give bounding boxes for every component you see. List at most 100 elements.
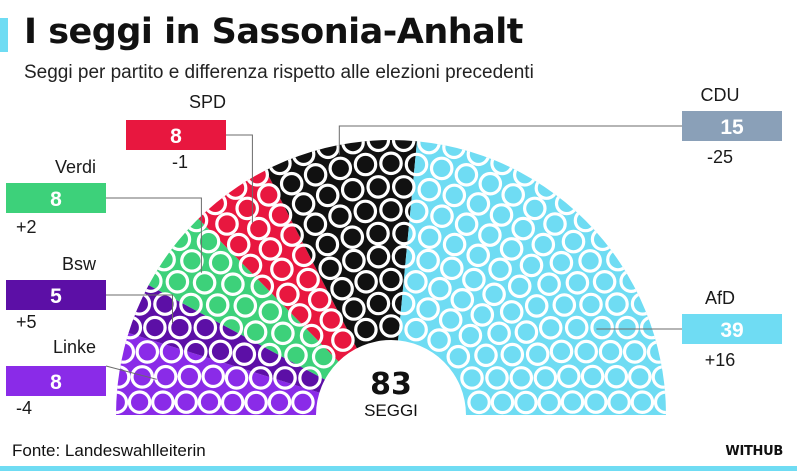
seat-dot-pattern [258,300,283,324]
seat-dot-pattern [442,232,467,257]
seat-dot-pattern [590,315,614,340]
seat-dot-pattern [519,253,544,278]
seat-dot-pattern [159,339,184,364]
seat-dot-pattern [538,315,563,340]
seat-dot-pattern [250,274,275,299]
seat-dot-pattern [328,156,353,181]
seat-dot-pattern [303,212,328,236]
seat-dot-pattern [165,269,190,294]
seat-dot-pattern [311,344,336,369]
chart-subtitle: Seggi per partito e differenza rispetto … [24,62,534,83]
seat-dot-pattern [525,342,550,366]
seat-dot-pattern [478,223,502,247]
seat-dot-pattern [180,249,204,273]
seat-dot-pattern [428,276,452,301]
seat-dot-pattern [509,366,534,390]
seat-dot-pattern [466,192,491,216]
seat-dot-pattern [298,366,322,390]
seat-dot-pattern [192,270,217,295]
seat-dot-pattern [392,221,416,246]
seat-dot-pattern [205,293,230,317]
seat-diff-afd: +16 [705,350,736,370]
seat-dot-pattern [574,339,598,364]
seat-dot-pattern [500,342,525,367]
seat-diff-verdi: +2 [16,217,37,237]
seat-dot-pattern [592,269,617,294]
seat-dot-pattern [499,237,524,261]
seat-dot-pattern [135,340,160,364]
seat-diff-cdu: -25 [707,147,733,167]
seat-count-box-cdu [682,111,782,141]
seat-dot-pattern [450,287,475,312]
seat-dot-pattern [514,390,538,415]
seat-dot-pattern [256,183,281,207]
seat-dot-pattern [296,267,320,292]
seat-dot-pattern [511,216,535,241]
seat-dot-pattern [404,152,429,177]
seat-dot-pattern [482,282,506,307]
seat-dot-pattern [489,203,514,227]
seat-dot-pattern [340,177,365,202]
seat-dot-pattern [507,274,532,299]
seat-dot-pattern [438,308,463,332]
seat-dot-pattern [366,175,390,199]
seat-count-box-linke [6,366,106,396]
seat-dot-pattern [416,297,440,321]
seat-dot-pattern [243,320,268,344]
seat-dot-pattern [531,232,556,257]
seat-count-linke: 8 [50,371,62,394]
seat-dot-pattern [342,248,366,273]
seat-dot-pattern [391,291,416,316]
seat-dot-pattern [379,267,403,292]
seat-dot-pattern [153,292,177,316]
seat-dot-pattern [232,342,257,366]
seat-count-verdi: 8 [50,188,62,211]
seat-dot-pattern [462,267,486,292]
seat-dot-pattern [561,229,586,254]
seat-dot-pattern [467,390,491,415]
seat-dot-pattern [224,366,249,390]
seat-dot-pattern [537,390,562,415]
seat-dot-pattern [127,390,152,414]
party-name-cdu: CDU [701,85,740,105]
seat-dot-pattern [354,317,378,342]
seat-dot-pattern [427,328,451,352]
seat-dot-pattern [416,248,440,273]
party-name-afd: AfD [705,288,735,308]
seat-dot-pattern [442,183,467,208]
seat-dot-pattern [522,196,547,221]
seat-dot-pattern [514,320,539,344]
seat-dot-pattern [630,390,655,414]
seat-diff-linke: -4 [16,398,32,418]
seat-diff-spd: -1 [172,152,188,172]
seat-count-box-verdi [6,183,106,213]
brand-logo: WITHUB [725,444,783,459]
bottom-bar [0,466,797,471]
seat-dot-pattern [622,340,647,364]
seat-dot-pattern [580,364,605,389]
seat-dot-pattern [287,303,312,327]
seat-dot-pattern [238,253,263,278]
seat-dot-pattern [201,364,225,389]
party-name-linke: Linke [53,337,96,357]
seat-dot-pattern [560,390,585,414]
seat-dot-pattern [151,390,175,414]
seat-dot-pattern [501,183,525,207]
seat-dot-pattern [460,366,484,390]
seat-dot-pattern [366,291,391,316]
seat-dot-pattern [342,297,366,321]
seat-dot-pattern [487,321,511,346]
seat-count-box-bsw [6,280,106,310]
seat-dot-pattern [607,390,631,414]
seat-dot-pattern [552,293,577,317]
seat-dot-pattern [246,216,271,241]
seat-dot-pattern [366,221,390,246]
seat-dot-pattern [379,151,403,176]
seat-dot-pattern [270,257,294,282]
seat-dot-pattern [439,256,464,281]
total-seats-unit: SEGGI [364,401,418,420]
seat-dot-pattern [454,212,479,236]
seat-dot-pattern [564,315,589,340]
